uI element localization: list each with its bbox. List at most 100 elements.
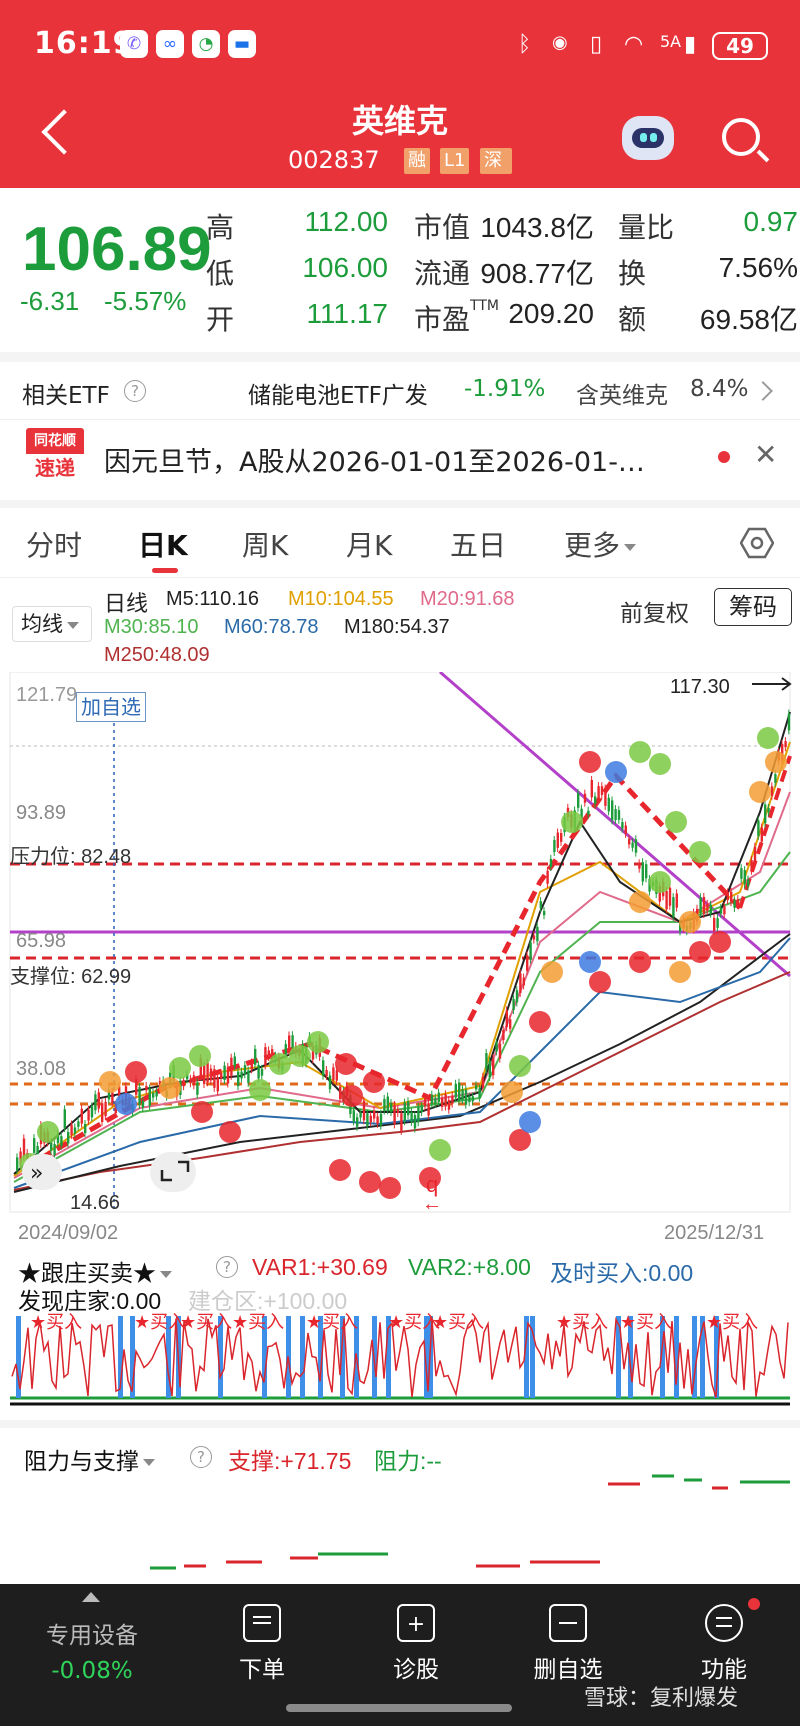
signal-marker — [429, 1139, 451, 1161]
candle-body — [192, 1075, 196, 1086]
indicator1-chart[interactable]: ★买入 ★买入★买入 ★买入 ★买入 ★买入★买入 ★买入 ★买入 ★买入 — [0, 1306, 800, 1416]
assistant-robot-icon[interactable] — [622, 116, 674, 160]
adjust-mode[interactable]: 前复权 — [620, 600, 689, 626]
tab-daily-k[interactable]: 日K — [138, 529, 188, 562]
indicator2-resistance: 阻力:-- — [374, 1448, 442, 1474]
candle-body — [498, 1043, 502, 1059]
candle-body — [461, 1089, 464, 1100]
candle-body — [560, 833, 563, 842]
buy-signal-bar — [700, 1316, 705, 1398]
notification-dot — [748, 1598, 760, 1610]
candle-body — [141, 1101, 145, 1108]
candle-body — [403, 1102, 406, 1122]
turnover-value: 7.56% — [718, 252, 798, 283]
help-icon[interactable]: ? — [124, 380, 146, 402]
candle-body — [257, 1064, 260, 1079]
sector-name[interactable]: 专用设备 — [46, 1623, 138, 1649]
candle-body — [464, 1089, 468, 1105]
candle-body — [444, 1094, 447, 1107]
buy-signal-bar — [628, 1316, 633, 1398]
candle-body — [458, 1082, 461, 1101]
indicator2-name[interactable]: 阻力与支撑 — [24, 1442, 155, 1476]
app-header: 16:19 ✆ ∞ ◔ ▬ ᛒ ◉ ▯ ◠ 5A ▮ 49 英维克 002837… — [0, 0, 800, 188]
candle-body — [413, 1114, 417, 1129]
indicator-selector[interactable]: 均线 — [12, 606, 92, 642]
chip-button[interactable]: 筹码 — [714, 588, 792, 626]
chat-app-icon: ◔ — [192, 30, 220, 58]
settings-hex-icon[interactable] — [740, 526, 774, 560]
search-icon[interactable] — [722, 118, 760, 156]
pe-label: 市盈TTM — [414, 298, 499, 336]
vol-ratio-value: 0.97 — [743, 206, 799, 237]
buy-signal-bar — [340, 1316, 345, 1398]
mcap-value: 1043.8亿 — [480, 212, 594, 243]
close-icon[interactable]: ✕ — [754, 438, 778, 471]
tab-intraday[interactable]: 分时 — [26, 529, 83, 562]
home-indicator[interactable] — [286, 1704, 512, 1712]
candle-body — [665, 890, 668, 910]
vol-ratio-label: 量比 — [618, 211, 675, 244]
period-tabs: 分时 日K 周K 月K 五日 更多 — [0, 508, 800, 578]
signal-marker — [307, 1031, 329, 1053]
candle-body — [628, 838, 631, 845]
candle-body — [254, 1048, 257, 1065]
candle-body — [107, 1090, 111, 1100]
candle-body — [16, 1157, 19, 1171]
candle-body — [614, 809, 617, 821]
candle-body — [532, 935, 536, 940]
add-watchlist-button[interactable]: 加自选 — [76, 692, 146, 722]
open-value: 111.17 — [306, 298, 388, 329]
candle-body — [549, 858, 553, 867]
candle-body — [485, 1053, 488, 1070]
kline-chart[interactable]: q ← » — [0, 672, 800, 1222]
bottom-toolbar: 专用设备 -0.08% 下单 + 诊股 删自选 功能 — [0, 1584, 800, 1726]
watermark: 雪球：复利爆发 — [584, 1686, 739, 1711]
candle-body — [145, 1086, 148, 1091]
candle-body — [723, 906, 726, 915]
candle-body — [770, 786, 774, 796]
candle-body — [757, 820, 760, 837]
order-button[interactable]: 下单 — [202, 1604, 322, 1684]
ma-m20: M20:91.68 — [420, 588, 515, 610]
buy-signal-label: ★买入 — [620, 1312, 672, 1333]
candle-body — [362, 1100, 366, 1121]
last-price: 106.89 — [22, 215, 212, 284]
diagnose-button[interactable]: + 诊股 — [356, 1604, 476, 1684]
candle-body — [114, 1104, 117, 1114]
expand-up-icon[interactable] — [82, 1592, 100, 1602]
tab-more[interactable]: 更多 — [564, 524, 637, 564]
mcap-label: 市值 — [414, 211, 471, 244]
help-icon[interactable]: ? — [190, 1446, 212, 1468]
tag-level: L1 — [440, 148, 470, 174]
candle-body — [152, 1092, 155, 1098]
etf-change: -1.91% — [464, 376, 546, 402]
tab-five-day[interactable]: 五日 — [450, 529, 507, 562]
candle-body — [556, 832, 559, 848]
candle-body — [369, 1115, 372, 1123]
buy-signal-bar — [166, 1316, 171, 1398]
buy-signal-label: ★买入 — [432, 1312, 484, 1333]
candle-body — [437, 1092, 440, 1102]
candle-body — [379, 1113, 383, 1126]
candle-body — [743, 870, 746, 885]
news-ticker[interactable]: 同花顺 速递 因元旦节，A股从2026-01-01至2026-01-… ✕ — [0, 428, 800, 498]
candle-body — [186, 1074, 189, 1080]
signal-marker — [169, 1057, 191, 1079]
candle-body — [243, 1065, 247, 1075]
help-icon[interactable]: ? — [216, 1256, 238, 1278]
news-headline[interactable]: 因元旦节，A股从2026-01-01至2026-01-… — [104, 447, 645, 478]
tab-weekly-k[interactable]: 周K — [242, 529, 289, 562]
candle-body — [781, 743, 784, 761]
candle-body — [104, 1101, 107, 1117]
tab-monthly-k[interactable]: 月K — [346, 529, 393, 562]
vibrate-icon: ▯ — [590, 32, 603, 57]
buy-signal-label: ★买入 — [232, 1312, 284, 1333]
functions-button[interactable]: 功能 — [664, 1598, 784, 1684]
tag-margin: 融 — [404, 148, 430, 174]
candle-body — [706, 903, 709, 912]
related-etf-row[interactable]: 相关ETF ? 储能电池ETF广发 -1.91% 含英维克 8.4% — [0, 362, 800, 420]
remove-watchlist-button[interactable]: 删自选 — [508, 1604, 628, 1684]
indicator1-name[interactable]: ★跟庄买卖★ — [18, 1254, 172, 1288]
candle-body — [488, 1060, 491, 1078]
candle-body — [750, 860, 753, 871]
